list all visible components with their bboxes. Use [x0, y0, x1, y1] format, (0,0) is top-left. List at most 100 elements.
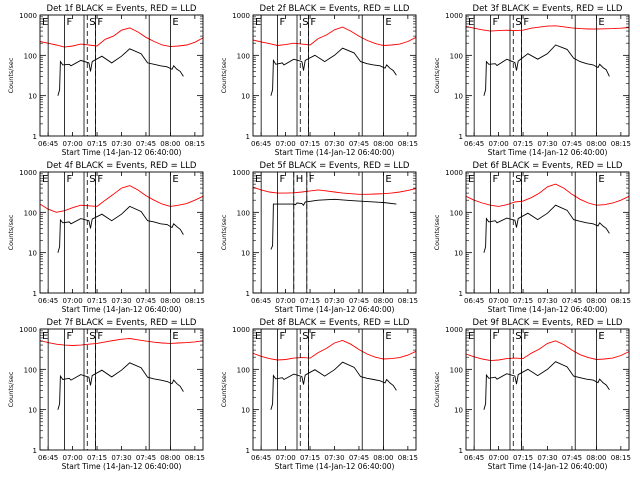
x-tick-label: 07:30 — [537, 297, 557, 305]
interval-marker-label: F — [97, 174, 103, 185]
y-tick-label: 1000 — [232, 12, 250, 20]
x-tick-label: 06:45 — [251, 140, 271, 148]
x-axis-label: Start Time (14-Jan-12 06:40:00) — [62, 462, 182, 471]
y-tick-label: 1000 — [445, 12, 463, 20]
x-axis-label: Start Time (14-Jan-12 06:40:00) — [275, 462, 395, 471]
series-line-events — [483, 44, 610, 96]
x-tick-label: 07:30 — [111, 140, 131, 148]
interval-marker-label: F — [492, 174, 498, 185]
y-tick-label: 1 — [246, 447, 250, 455]
interval-marker-label: S — [89, 331, 95, 342]
series-line-lld — [39, 27, 204, 48]
chart-title: Det 9f BLACK = Events, RED = LLD — [473, 318, 623, 328]
x-tick-label: 08:00 — [586, 454, 606, 462]
x-tick-label: 08:00 — [160, 140, 180, 148]
interval-marker-label: E — [42, 331, 48, 342]
interval-marker-label: F — [279, 17, 285, 28]
x-axis-label: Start Time (14-Jan-12 06:40:00) — [488, 148, 608, 157]
interval-marker-label: F — [523, 17, 529, 28]
x-axis-label: Start Time (14-Jan-12 06:40:00) — [62, 305, 182, 314]
x-tick-label: 08:15 — [185, 454, 205, 462]
series-line-events — [483, 361, 610, 410]
x-tick-label: 07:45 — [136, 297, 156, 305]
chart-title: Det 6f BLACK = Events, RED = LLD — [473, 161, 623, 171]
x-tick-label: 07:30 — [537, 454, 557, 462]
x-tick-label: 07:15 — [87, 454, 107, 462]
interval-marker-label: F — [97, 331, 103, 342]
interval-marker-label: E — [385, 174, 391, 185]
y-tick-label: 10 — [241, 93, 250, 101]
x-tick-label: 07:00 — [489, 140, 509, 148]
interval-marker-label: S — [89, 174, 95, 185]
series-line-events — [483, 204, 610, 253]
interval-marker-label: E — [255, 174, 261, 185]
interval-marker-label: E — [172, 17, 178, 28]
x-tick-label: 06:45 — [464, 297, 484, 305]
chart-panel-5: Det 5f BLACK = Events, RED = LLD E F H F E 06:… — [220, 161, 418, 314]
interval-marker-label: E — [598, 331, 604, 342]
x-axis-label: Start Time (14-Jan-12 06:40:00) — [488, 462, 608, 471]
x-tick-label: 07:15 — [87, 297, 107, 305]
x-tick-label: 07:15 — [300, 454, 320, 462]
y-tick-label: 1 — [33, 290, 37, 298]
series-line-lld — [465, 340, 630, 362]
y-tick-label: 1 — [459, 290, 463, 298]
interval-marker-label: S — [515, 17, 521, 28]
y-axis-label: Counts/sec — [433, 371, 441, 407]
series-line-events — [270, 47, 397, 96]
y-tick-label: 10 — [28, 407, 37, 415]
y-tick-label: 1000 — [232, 326, 250, 334]
y-tick-label: 10 — [454, 407, 463, 415]
x-tick-label: 07:45 — [349, 297, 369, 305]
y-tick-label: 1000 — [19, 12, 37, 20]
x-tick-label: 07:15 — [300, 140, 320, 148]
y-tick-label: 1 — [459, 133, 463, 141]
y-tick-label: 100 — [450, 52, 463, 60]
interval-marker-label: S — [515, 331, 521, 342]
interval-marker-label: F — [310, 331, 316, 342]
interval-marker-label: E — [598, 17, 604, 28]
x-tick-label: 08:15 — [185, 140, 205, 148]
y-tick-label: 1 — [246, 290, 250, 298]
interval-marker-label: E — [598, 174, 604, 185]
x-tick-label: 07:00 — [63, 297, 83, 305]
series-line-events — [57, 48, 184, 96]
x-tick-label: 07:45 — [562, 454, 582, 462]
y-tick-label: 10 — [454, 93, 463, 101]
x-tick-label: 07:30 — [324, 454, 344, 462]
y-tick-label: 1000 — [232, 169, 250, 177]
interval-marker-label: E — [468, 17, 474, 28]
x-tick-label: 08:00 — [373, 297, 393, 305]
interval-marker-label: E — [385, 17, 391, 28]
x-tick-label: 08:00 — [160, 454, 180, 462]
y-axis-label: Counts/sec — [433, 57, 441, 93]
interval-marker-label: S — [302, 331, 308, 342]
x-tick-label: 07:00 — [276, 297, 296, 305]
series-line-events — [57, 362, 184, 410]
y-axis-label: Counts/sec — [7, 371, 15, 407]
y-tick-label: 1 — [33, 133, 37, 141]
x-tick-label: 08:00 — [160, 297, 180, 305]
x-tick-label: 07:45 — [136, 454, 156, 462]
x-tick-label: 08:00 — [373, 454, 393, 462]
x-tick-label: 07:15 — [87, 140, 107, 148]
interval-marker-label: E — [255, 17, 261, 28]
interval-marker-label: S — [302, 17, 308, 28]
interval-marker-label: F — [492, 331, 498, 342]
y-tick-label: 100 — [24, 52, 37, 60]
x-axis-label: Start Time (14-Jan-12 06:40:00) — [488, 305, 608, 314]
x-tick-label: 06:45 — [38, 140, 58, 148]
chart-title: Det 1f BLACK = Events, RED = LLD — [47, 4, 197, 14]
y-tick-label: 100 — [237, 52, 250, 60]
x-tick-label: 06:45 — [464, 454, 484, 462]
x-tick-label: 07:15 — [513, 140, 533, 148]
y-tick-label: 100 — [450, 366, 463, 374]
x-tick-label: 08:15 — [611, 140, 631, 148]
interval-marker-label: S — [89, 17, 95, 28]
interval-marker-label: F — [523, 174, 529, 185]
y-tick-label: 10 — [28, 93, 37, 101]
y-tick-label: 1000 — [445, 169, 463, 177]
